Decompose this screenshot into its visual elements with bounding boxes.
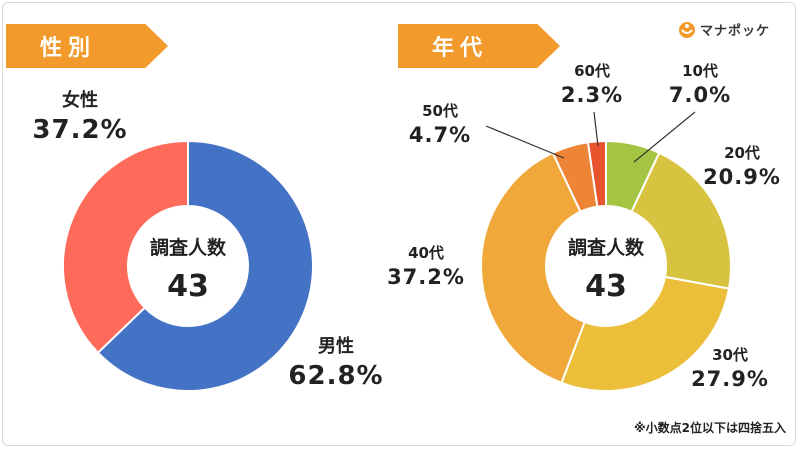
- age-label-value-0: 7.0%: [669, 83, 731, 107]
- gender-label-value-1: 37.2%: [32, 115, 127, 145]
- age-leader-line-5: [593, 111, 599, 147]
- age-donut-chart: 調査人数 43 10代 7.0% 20代 20.9% 30代 27.9% 40代 37.2% 50代…: [387, 62, 781, 392]
- age-label-value-1: 20.9%: [703, 165, 781, 189]
- age-label-value-3: 37.2%: [387, 265, 465, 289]
- brand-logo: マナポッケ: [678, 20, 770, 39]
- age-leader-line-4: [485, 125, 565, 159]
- age-label-category-5: 60代: [574, 62, 610, 80]
- age-section-banner: 年代: [398, 24, 560, 68]
- gender-section-banner: 性別: [6, 24, 168, 68]
- age-leader-line-0: [633, 111, 696, 163]
- age-slice-1: [630, 151, 732, 290]
- age-label-value-4: 4.7%: [409, 123, 471, 147]
- age-slice-3: [480, 151, 586, 385]
- age-label-category-0: 10代: [682, 62, 718, 80]
- age-label-category-3: 40代: [408, 244, 444, 262]
- gender-center-label: 調査人数: [150, 236, 227, 259]
- age-label-category-2: 30代: [712, 346, 748, 364]
- gender-center-value: 43: [167, 269, 209, 304]
- gender-section-title: 性別: [40, 36, 97, 61]
- gender-slice-1: [62, 139, 189, 355]
- age-center-value: 43: [585, 269, 627, 304]
- card-frame: [2, 2, 796, 446]
- brand-logo-icon: [678, 21, 695, 38]
- age-label-value-5: 2.3%: [561, 83, 623, 107]
- gender-slice-0: [96, 139, 314, 392]
- brand-logo-text: マナポッケ: [699, 24, 770, 39]
- gender-label-category-0: 男性: [318, 335, 354, 357]
- rounding-footnote: ※小数点2位以下は四捨五入: [633, 421, 786, 435]
- gender-label-value-0: 62.8%: [288, 361, 383, 391]
- age-section-title: 年代: [432, 36, 489, 61]
- age-slice-5: [586, 139, 607, 208]
- age-label-category-4: 50代: [422, 102, 458, 120]
- age-label-category-1: 20代: [724, 144, 760, 162]
- age-center-label: 調査人数: [568, 236, 645, 259]
- gender-donut-chart: 調査人数 43 男性 62.8% 女性 37.2%: [32, 89, 383, 392]
- age-label-value-2: 27.9%: [691, 367, 769, 391]
- age-slice-2: [560, 275, 731, 392]
- gender-label-category-1: 女性: [62, 89, 98, 111]
